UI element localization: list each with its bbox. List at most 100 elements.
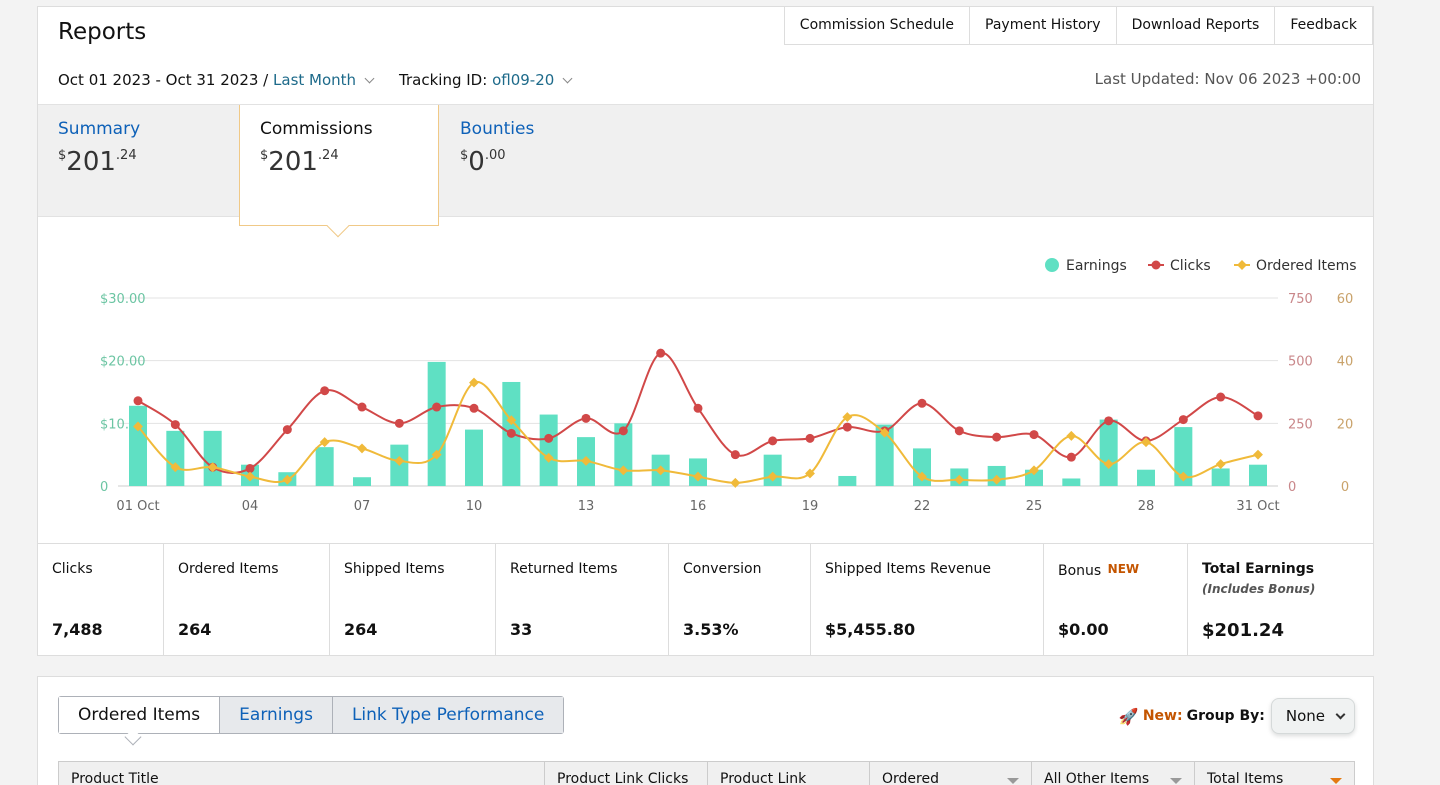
sort-arrow-icon[interactable] — [1170, 778, 1182, 784]
sort-arrow-icon[interactable] — [1330, 778, 1342, 784]
point-ordered-items — [1178, 471, 1189, 482]
legend-earnings-swatch — [1045, 258, 1059, 272]
point-clicks — [544, 433, 554, 443]
page-title: Reports — [58, 19, 147, 45]
chevron-down-icon — [1335, 709, 1346, 719]
point-clicks — [1216, 392, 1226, 402]
tracking-id-dropdown[interactable]: ofl09-20 — [492, 71, 555, 89]
series-line-clicks — [137, 352, 1259, 474]
reports-card: Reports Commission Schedule Payment Hist… — [37, 6, 1374, 656]
point-clicks — [170, 420, 180, 430]
point-ordered-items — [170, 462, 181, 473]
point-clicks — [469, 403, 479, 413]
point-clicks — [917, 398, 927, 408]
tab-earnings[interactable]: Earnings — [219, 697, 332, 733]
point-clicks — [693, 403, 703, 413]
point-ordered-items — [207, 462, 218, 473]
point-ordered-items — [618, 465, 629, 476]
group-by-select[interactable]: None — [1270, 698, 1355, 734]
x-tick-label: 19 — [802, 499, 819, 514]
point-ordered-items — [282, 474, 293, 485]
point-ordered-items — [767, 471, 778, 482]
top-links: Commission Schedule Payment History Down… — [783, 7, 1373, 45]
col-total-items[interactable]: Total Items — [1195, 762, 1354, 785]
point-clicks — [282, 425, 292, 435]
stat-conversion: Conversion 3.53% — [669, 544, 811, 656]
point-clicks — [394, 418, 404, 428]
legend-clicks-label: Clicks — [1170, 258, 1211, 274]
x-tick-label: 13 — [578, 499, 595, 514]
feedback-link[interactable]: Feedback — [1275, 7, 1373, 45]
tab-ordered-items[interactable]: Ordered Items — [59, 697, 220, 733]
point-ordered-items — [842, 412, 853, 423]
bar-earnings — [1099, 419, 1118, 486]
point-ordered-items — [655, 465, 666, 476]
point-clicks — [133, 396, 143, 406]
col-product-title[interactable]: Product Title — [59, 762, 545, 785]
y-left-tick-label: $20.00 — [100, 355, 146, 370]
point-ordered-items — [805, 468, 815, 479]
chevron-down-icon[interactable] — [562, 73, 573, 83]
col-ordered[interactable]: Ordered — [870, 762, 1032, 785]
stat-shipped-items: Shipped Items 264 — [330, 544, 496, 656]
commission-schedule-link[interactable]: Commission Schedule — [783, 7, 971, 45]
group-by-label: Group By: — [1186, 708, 1265, 724]
point-ordered-items — [1066, 430, 1077, 441]
point-clicks — [1178, 415, 1188, 425]
legend-ordered-items-swatch — [1237, 260, 1247, 270]
bar-earnings — [427, 361, 446, 486]
x-tick-label: 22 — [914, 499, 931, 514]
tab-commissions[interactable]: Commissions $201.24 — [239, 105, 439, 226]
x-tick-label: 04 — [242, 499, 259, 514]
col-all-other-items[interactable]: All Other Items — [1032, 762, 1195, 785]
sort-arrow-icon[interactable] — [1007, 778, 1019, 784]
col-product-link-clicks[interactable]: Product Link Clicks — [545, 762, 708, 785]
stat-shipped-revenue: Shipped Items Revenue $5,455.80 — [811, 544, 1044, 656]
stat-returned-items: Returned Items 33 — [496, 544, 669, 656]
point-ordered-items — [1253, 449, 1263, 460]
tab-bounties[interactable]: Bounties $0.00 — [440, 105, 640, 218]
new-label: New: — [1142, 708, 1183, 724]
point-clicks — [320, 386, 330, 396]
bar-earnings — [1211, 468, 1230, 486]
point-clicks — [1066, 452, 1076, 462]
y-right-items-tick-label: 40 — [1337, 355, 1354, 370]
x-tick-label: 16 — [690, 499, 707, 514]
bar-earnings — [875, 424, 894, 486]
point-ordered-items — [954, 474, 965, 485]
point-clicks — [992, 432, 1002, 442]
point-clicks — [618, 426, 628, 436]
payment-history-link[interactable]: Payment History — [970, 7, 1117, 45]
y-right-items-tick-label: 60 — [1337, 292, 1354, 307]
tab-amount: $201.24 — [260, 147, 339, 177]
y-left-tick-label: 0 — [100, 480, 108, 495]
col-product-link[interactable]: Product Link — [708, 762, 870, 785]
point-clicks — [432, 402, 442, 412]
tab-summary[interactable]: Summary $201.24 — [38, 105, 238, 218]
point-ordered-items — [357, 443, 367, 454]
point-ordered-items — [133, 421, 143, 432]
tab-label: Summary — [58, 119, 141, 139]
chevron-down-icon[interactable] — [364, 73, 375, 83]
point-clicks — [1029, 430, 1039, 440]
point-clicks — [842, 422, 852, 432]
date-preset-dropdown[interactable]: Last Month — [273, 71, 357, 89]
y-right-clicks-tick-label: 500 — [1288, 355, 1313, 370]
summary-tabs: Summary $201.24 Commissions $201.24 Boun… — [38, 104, 1373, 226]
point-clicks — [805, 433, 815, 443]
date-range: Oct 01 2023 - Oct 31 2023 / — [58, 71, 269, 89]
point-ordered-items — [1141, 437, 1151, 448]
point-ordered-items — [319, 437, 330, 448]
tab-amount: $0.00 — [460, 147, 506, 177]
y-right-items-tick-label: 20 — [1337, 417, 1354, 432]
tab-link-type-performance[interactable]: Link Type Performance — [331, 697, 564, 733]
x-tick-label: 25 — [1026, 499, 1043, 514]
stat-clicks: Clicks 7,488 — [38, 544, 164, 656]
tab-label: Commissions — [260, 119, 373, 139]
x-tick-label: 01 Oct — [116, 499, 159, 514]
download-reports-link[interactable]: Download Reports — [1116, 7, 1276, 45]
details-tabs: Ordered Items Earnings Link Type Perform… — [58, 696, 565, 734]
point-clicks — [357, 402, 367, 412]
tab-label: Bounties — [460, 119, 535, 139]
point-clicks — [1104, 416, 1114, 426]
